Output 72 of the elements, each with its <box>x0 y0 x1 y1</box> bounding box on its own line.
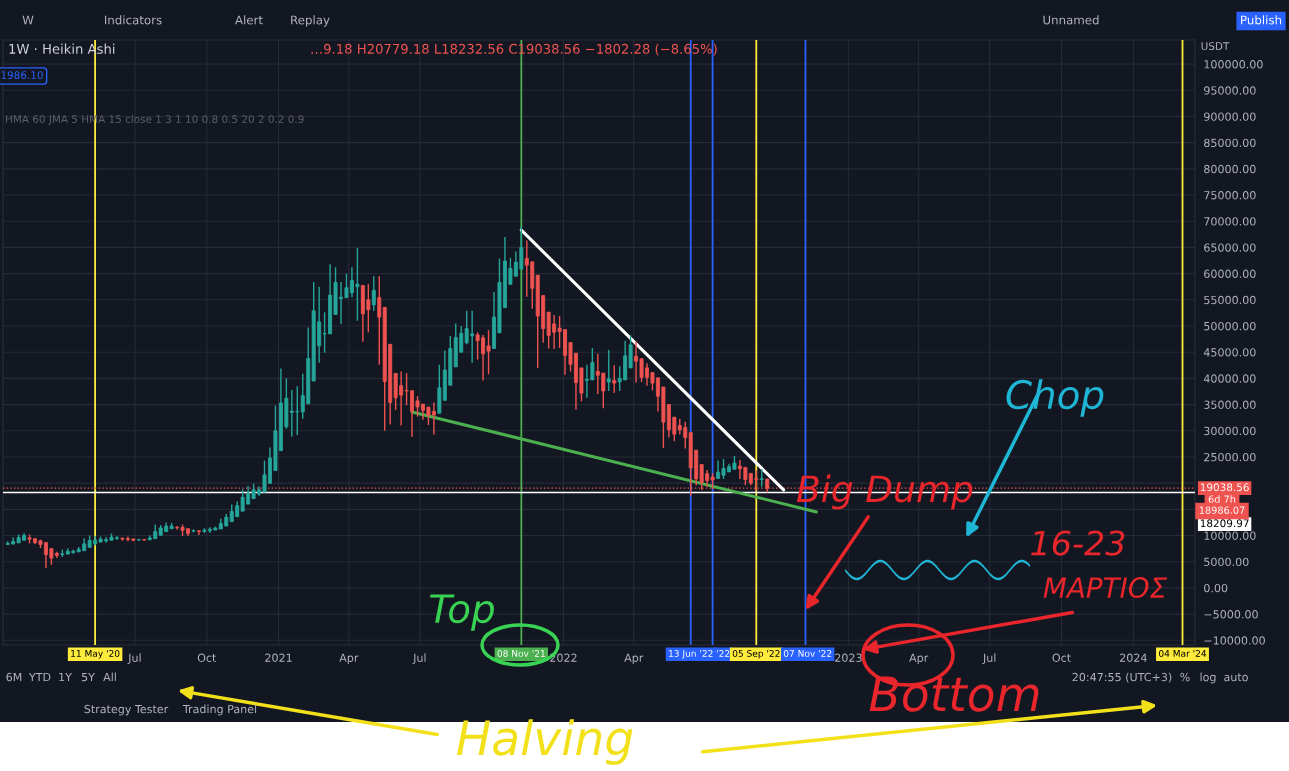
text: Indicators <box>105 15 162 25</box>
text: 18986.07 <box>1199 506 1245 514</box>
y-tick-label: 65000.00 <box>1204 243 1256 252</box>
y-tick-label: 90000.00 <box>1204 112 1256 121</box>
y-tick-label: 85000.00 <box>1204 138 1256 148</box>
y-tick-label: 55000.00 <box>1204 295 1256 305</box>
text: 20:47:55 (UTC+3) <box>1072 672 1172 683</box>
y-tick-label: 25000.00 <box>1204 452 1256 462</box>
y-tick-label: 30000.00 <box>1204 426 1256 436</box>
ref-line-label: 11 May '20 <box>71 650 120 659</box>
text: auto <box>1224 673 1248 682</box>
y-tick-label: 35000.00 <box>1204 400 1256 409</box>
annotation: 1986.10 <box>1 71 43 80</box>
x-tick-label: Jul <box>412 653 426 664</box>
text: Publish <box>1241 15 1282 25</box>
candlestick <box>606 349 611 392</box>
y-tick-label: 95000.00 <box>1204 86 1256 95</box>
y-tick-label: 50000.00 <box>1204 321 1256 331</box>
text: % <box>1180 672 1190 682</box>
text: All <box>103 672 116 682</box>
text: 1Y <box>59 672 72 682</box>
text: YTD <box>28 672 51 682</box>
annotation: 16-23 <box>1031 530 1125 556</box>
ref-line-label: 08 Nov '21 <box>497 650 545 657</box>
x-tick-label: 2024 <box>1120 653 1147 662</box>
annotation: ΜΑΡΤΙΟΣ <box>1043 577 1168 599</box>
y-tick-label: 10000.00 <box>1204 531 1256 540</box>
text: 6M <box>6 672 22 682</box>
x-tick-label: 2022 <box>550 653 577 662</box>
ref-line-label: 13 Jun '22 <box>669 650 713 659</box>
ref-line-label: 18209.97 <box>1200 519 1249 528</box>
ref-line-label: 04 Mar '24 <box>1158 650 1207 657</box>
text: Bottom <box>869 676 1039 712</box>
y-tick-label: 45000.00 <box>1203 348 1256 357</box>
text: Unnamed <box>1043 15 1099 25</box>
x-tick-label: Apr <box>624 653 644 665</box>
x-tick-label: Jul <box>982 653 996 664</box>
y-tick-label: −10000.00 <box>1204 636 1265 645</box>
text: 5Y <box>81 672 95 682</box>
ref-line-label: '22 <box>717 650 730 657</box>
x-tick-label: Apr <box>909 653 929 665</box>
ref-line-label: 05 Sep '22 <box>732 650 780 659</box>
y-tick-label: 0.00 <box>1204 583 1228 593</box>
text: Trading Panel <box>182 704 257 716</box>
y-tick-label: 75000.00 <box>1204 191 1256 200</box>
y-tick-label: 5000.00 <box>1204 557 1249 567</box>
text: Replay <box>291 15 330 27</box>
y-tick-label: −5000.00 <box>1204 610 1258 619</box>
x-tick-label: 2023 <box>835 653 862 662</box>
x-tick-label: Oct <box>197 653 217 662</box>
y-tick-label: 100000.00 <box>1204 60 1263 69</box>
candlestick <box>377 275 382 366</box>
ref-line-label: 07 Nov '22 <box>783 650 832 657</box>
y-tick-label: 70000.00 <box>1204 217 1256 226</box>
text: Strategy Tester <box>84 704 169 716</box>
x-tick-label: Oct <box>1052 653 1071 662</box>
text: log <box>1200 672 1216 684</box>
x-tick-label: Jul <box>127 653 141 664</box>
x-tick-label: Apr <box>339 653 359 665</box>
candlestick <box>612 364 617 394</box>
annotation: Top <box>429 594 494 631</box>
y-tick-label: 80000.00 <box>1204 164 1256 174</box>
y-tick-label: 40000.00 <box>1203 374 1256 383</box>
text: W <box>22 15 34 25</box>
y-tick-label: 60000.00 <box>1204 269 1256 278</box>
candlestick <box>371 275 376 312</box>
text: USDT <box>1201 42 1230 51</box>
text: 6d 7h <box>1208 495 1236 503</box>
text: Halving <box>457 719 633 765</box>
text: Alert <box>235 15 263 25</box>
x-tick-label: 2021 <box>265 653 292 662</box>
ref-line-label: 19038.56 <box>1200 483 1249 492</box>
